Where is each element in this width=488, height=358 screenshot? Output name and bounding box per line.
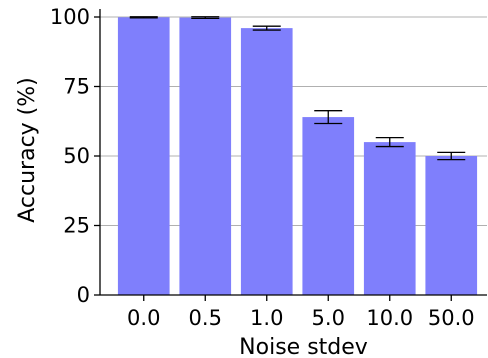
y-tick-label: 75 [63,75,90,99]
x-tick-label: 0.5 [189,306,222,330]
x-tick-label: 10.0 [366,306,413,330]
x-tick-label: 0.0 [127,306,160,330]
x-tick-labels: 0.0 0.5 1.0 5.0 10.0 50.0 [127,295,475,330]
x-axis-title: Noise stdev [239,335,368,358]
bar [302,117,355,295]
bar [240,28,293,296]
bars [117,17,478,296]
y-tick-labels: 0 25 50 75 100 [50,5,100,307]
bar [179,17,232,295]
x-tick-label: 1.0 [250,306,283,330]
bar [117,17,170,295]
x-tick-label: 50.0 [428,306,475,330]
y-tick-label: 100 [50,5,90,29]
y-tick-label: 50 [63,144,90,168]
error-bars [129,16,466,161]
y-tick-label: 0 [77,283,90,307]
x-tick-label: 5.0 [312,306,345,330]
bar [425,156,478,295]
y-tick-label: 25 [63,214,90,238]
axes [99,9,487,296]
y-axis-title: Accuracy (%) [15,77,40,223]
bar [363,142,416,295]
